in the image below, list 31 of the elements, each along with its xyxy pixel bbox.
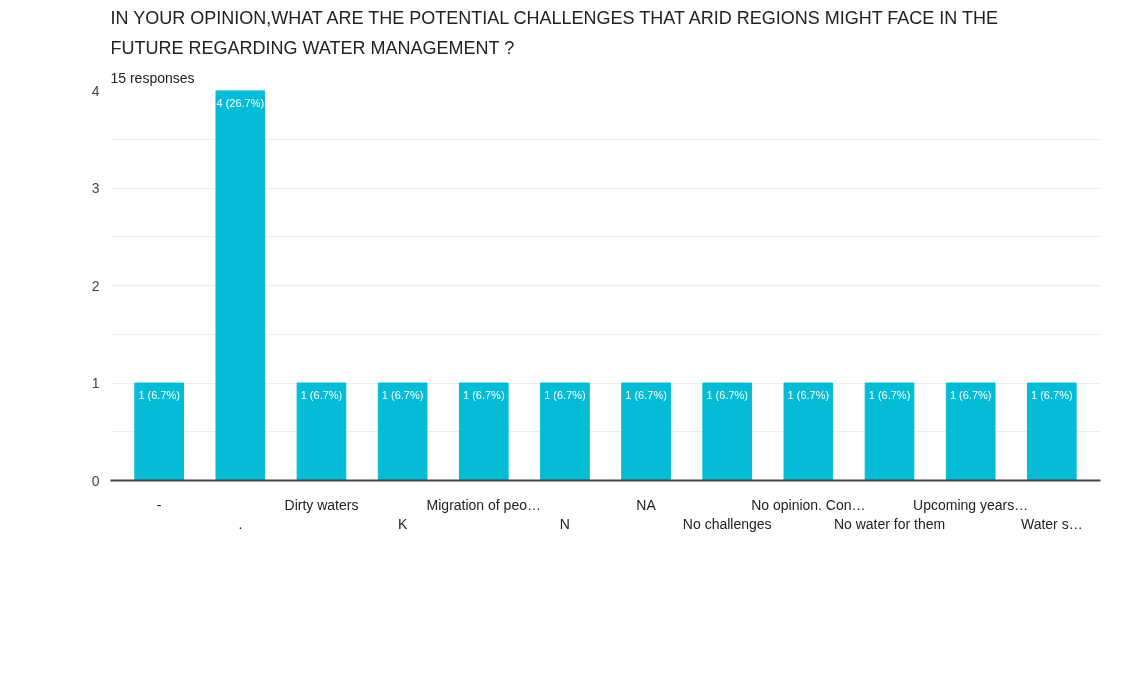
data-label: 4 (26.7%): [216, 96, 265, 109]
y-tick-label: 3: [91, 180, 100, 196]
data-label: 1 (6.7%): [138, 389, 180, 401]
x-tick-label: No opinion. Con…: [751, 496, 866, 513]
x-tick-label: .: [238, 515, 243, 532]
x-tick-label: -: [156, 496, 162, 513]
data-label: 1 (6.7%): [381, 389, 424, 401]
data-label: 1 (6.7%): [787, 389, 830, 401]
x-tick-label: NA: [636, 496, 657, 513]
data-label: 1 (6.7%): [706, 389, 749, 401]
x-tick-label: Water s…: [1020, 515, 1083, 532]
data-label: 1 (6.7%): [300, 389, 343, 401]
data-label: 1 (6.7%): [462, 389, 505, 401]
x-tick-label: N: [559, 515, 570, 532]
x-tick-label: No water for them: [833, 515, 946, 532]
data-label: 1 (6.7%): [868, 389, 911, 401]
chart-subtitle: 15 responses: [110, 69, 195, 86]
x-tick-label: No challenges: [682, 515, 772, 532]
data-label: 1 (6.7%): [1031, 389, 1073, 401]
data-label: 1 (6.7%): [625, 389, 667, 401]
chart-title: IN YOUR OPINION,WHAT ARE THE POTENTIAL CHALLENGES THAT ARID REGIONS MIGHT FACE IN THE FUTURE REGARDING WATER MANAGEMENT ?: [110, 7, 999, 58]
y-tick-label: 1: [91, 375, 100, 391]
data-label: 1 (6.7%): [544, 389, 586, 401]
x-tick-label: Upcoming years…: [913, 496, 1029, 513]
x-tick-label: Migration of peo…: [426, 496, 541, 513]
data-label: 1 (6.7%): [949, 389, 992, 401]
y-tick-label: 2: [91, 277, 100, 294]
y-tick-label: 0: [91, 472, 100, 489]
x-tick-label: K: [397, 515, 408, 532]
x-tick-label: Dirty waters: [284, 496, 359, 513]
y-tick-label: 4: [91, 82, 100, 99]
